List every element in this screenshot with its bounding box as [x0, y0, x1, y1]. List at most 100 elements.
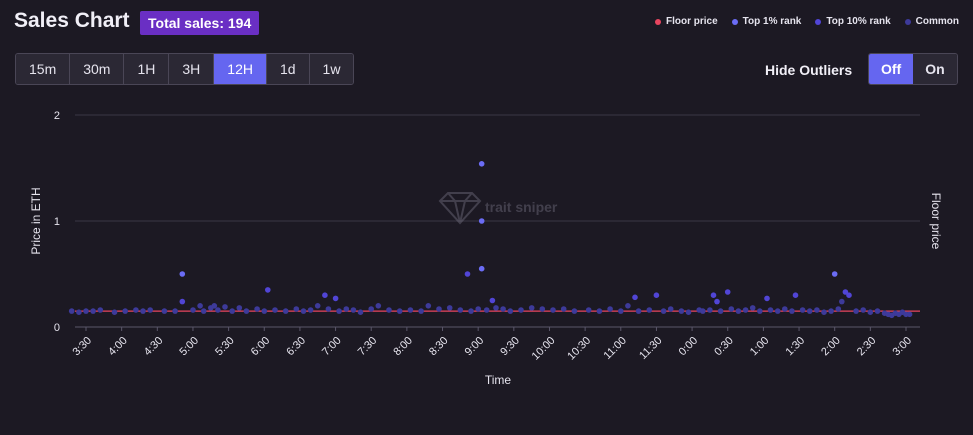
- sale-point[interactable]: [478, 161, 485, 167]
- sale-point[interactable]: [596, 308, 603, 314]
- sale-point[interactable]: [625, 303, 631, 309]
- sale-point[interactable]: [835, 306, 842, 312]
- sale-point[interactable]: [821, 309, 827, 316]
- sale-point[interactable]: [97, 307, 104, 313]
- sale-point[interactable]: [261, 308, 268, 314]
- sale-point[interactable]: [179, 298, 186, 305]
- sale-point[interactable]: [742, 307, 749, 313]
- sale-point[interactable]: [831, 271, 838, 277]
- legend-top1[interactable]: Top 1% rank: [731, 16, 801, 27]
- sale-point[interactable]: [215, 307, 221, 313]
- sale-point[interactable]: [386, 307, 392, 313]
- sale-point[interactable]: [332, 295, 339, 302]
- legend-top10[interactable]: Top 10% rank: [815, 16, 891, 27]
- timeframe-12h-button[interactable]: 12H: [214, 54, 267, 84]
- sale-point[interactable]: [172, 308, 178, 314]
- sale-point[interactable]: [314, 303, 321, 309]
- sale-point[interactable]: [853, 308, 859, 314]
- sale-point[interactable]: [418, 308, 424, 314]
- sale-point[interactable]: [632, 294, 638, 301]
- sale-point[interactable]: [161, 308, 168, 314]
- sale-point[interactable]: [357, 309, 364, 316]
- sale-point[interactable]: [528, 305, 535, 311]
- sale-point[interactable]: [368, 306, 375, 312]
- sale-point[interactable]: [839, 298, 845, 305]
- sale-point[interactable]: [90, 308, 96, 314]
- sale-point[interactable]: [874, 308, 881, 314]
- sale-point[interactable]: [707, 307, 713, 313]
- outliers-on-button[interactable]: On: [913, 54, 957, 84]
- sale-point[interactable]: [211, 303, 218, 309]
- sale-point[interactable]: [179, 271, 186, 277]
- sale-point[interactable]: [68, 308, 75, 314]
- timeframe-1d-button[interactable]: 1d: [266, 54, 310, 84]
- sale-point[interactable]: [607, 306, 613, 312]
- sale-point[interactable]: [550, 307, 556, 313]
- sale-point[interactable]: [560, 306, 567, 312]
- timeframe-30m-button[interactable]: 30m: [70, 54, 125, 84]
- sale-point[interactable]: [140, 308, 146, 314]
- sale-point[interactable]: [265, 287, 271, 293]
- sale-point[interactable]: [236, 305, 243, 311]
- sale-point[interactable]: [789, 308, 795, 314]
- sale-point[interactable]: [618, 308, 624, 314]
- timeframe-1h-button[interactable]: 1H: [124, 54, 170, 84]
- sale-point[interactable]: [539, 306, 546, 312]
- sale-point[interactable]: [407, 307, 414, 313]
- sale-point[interactable]: [197, 303, 203, 309]
- sale-point[interactable]: [735, 308, 742, 314]
- sale-point[interactable]: [678, 308, 685, 314]
- sale-point[interactable]: [76, 309, 82, 316]
- sale-point[interactable]: [635, 308, 642, 314]
- sale-point[interactable]: [468, 308, 474, 314]
- sale-point[interactable]: [728, 306, 735, 312]
- sale-point[interactable]: [799, 307, 806, 313]
- sale-point[interactable]: [806, 308, 813, 314]
- sale-point[interactable]: [489, 297, 496, 304]
- sale-point[interactable]: [475, 306, 482, 312]
- sale-point[interactable]: [493, 305, 499, 311]
- timeframe-3h-button[interactable]: 3H: [169, 54, 215, 84]
- timeframe-15m-button[interactable]: 15m: [16, 54, 71, 84]
- sale-point[interactable]: [229, 308, 235, 314]
- sale-point[interactable]: [724, 289, 731, 295]
- sale-point[interactable]: [375, 303, 382, 309]
- legend-floor-price[interactable]: Floor price: [654, 16, 718, 27]
- sale-point[interactable]: [350, 307, 357, 313]
- sale-point[interactable]: [757, 308, 763, 314]
- sale-point[interactable]: [749, 305, 756, 311]
- sale-point[interactable]: [906, 311, 913, 318]
- legend-common[interactable]: Common: [904, 16, 959, 27]
- sale-point[interactable]: [700, 308, 706, 314]
- sale-point[interactable]: [500, 306, 506, 312]
- sale-point[interactable]: [307, 307, 314, 313]
- outliers-off-button[interactable]: Off: [869, 54, 914, 84]
- sale-point[interactable]: [767, 307, 774, 313]
- sale-point[interactable]: [667, 306, 674, 312]
- sale-point[interactable]: [190, 307, 196, 313]
- sale-point[interactable]: [464, 271, 471, 277]
- sale-point[interactable]: [764, 295, 770, 302]
- sale-point[interactable]: [325, 306, 332, 312]
- sale-point[interactable]: [254, 306, 260, 312]
- sale-point[interactable]: [83, 308, 89, 314]
- sale-point[interactable]: [842, 289, 849, 295]
- sale-point[interactable]: [111, 309, 118, 316]
- sale-point[interactable]: [147, 307, 153, 313]
- sale-point[interactable]: [814, 307, 820, 313]
- sale-point[interactable]: [710, 292, 717, 299]
- sale-point[interactable]: [200, 308, 207, 314]
- sale-point[interactable]: [792, 292, 799, 299]
- sale-point[interactable]: [293, 306, 300, 312]
- sale-point[interactable]: [343, 306, 350, 312]
- sale-point[interactable]: [571, 308, 578, 314]
- sale-point[interactable]: [282, 308, 289, 314]
- sale-point[interactable]: [457, 307, 464, 313]
- sale-point[interactable]: [714, 298, 720, 305]
- sale-point[interactable]: [867, 309, 874, 316]
- sale-point[interactable]: [828, 308, 834, 314]
- sale-point[interactable]: [774, 308, 781, 314]
- sale-point[interactable]: [646, 307, 653, 313]
- sale-point[interactable]: [425, 303, 432, 309]
- sale-point[interactable]: [336, 308, 342, 314]
